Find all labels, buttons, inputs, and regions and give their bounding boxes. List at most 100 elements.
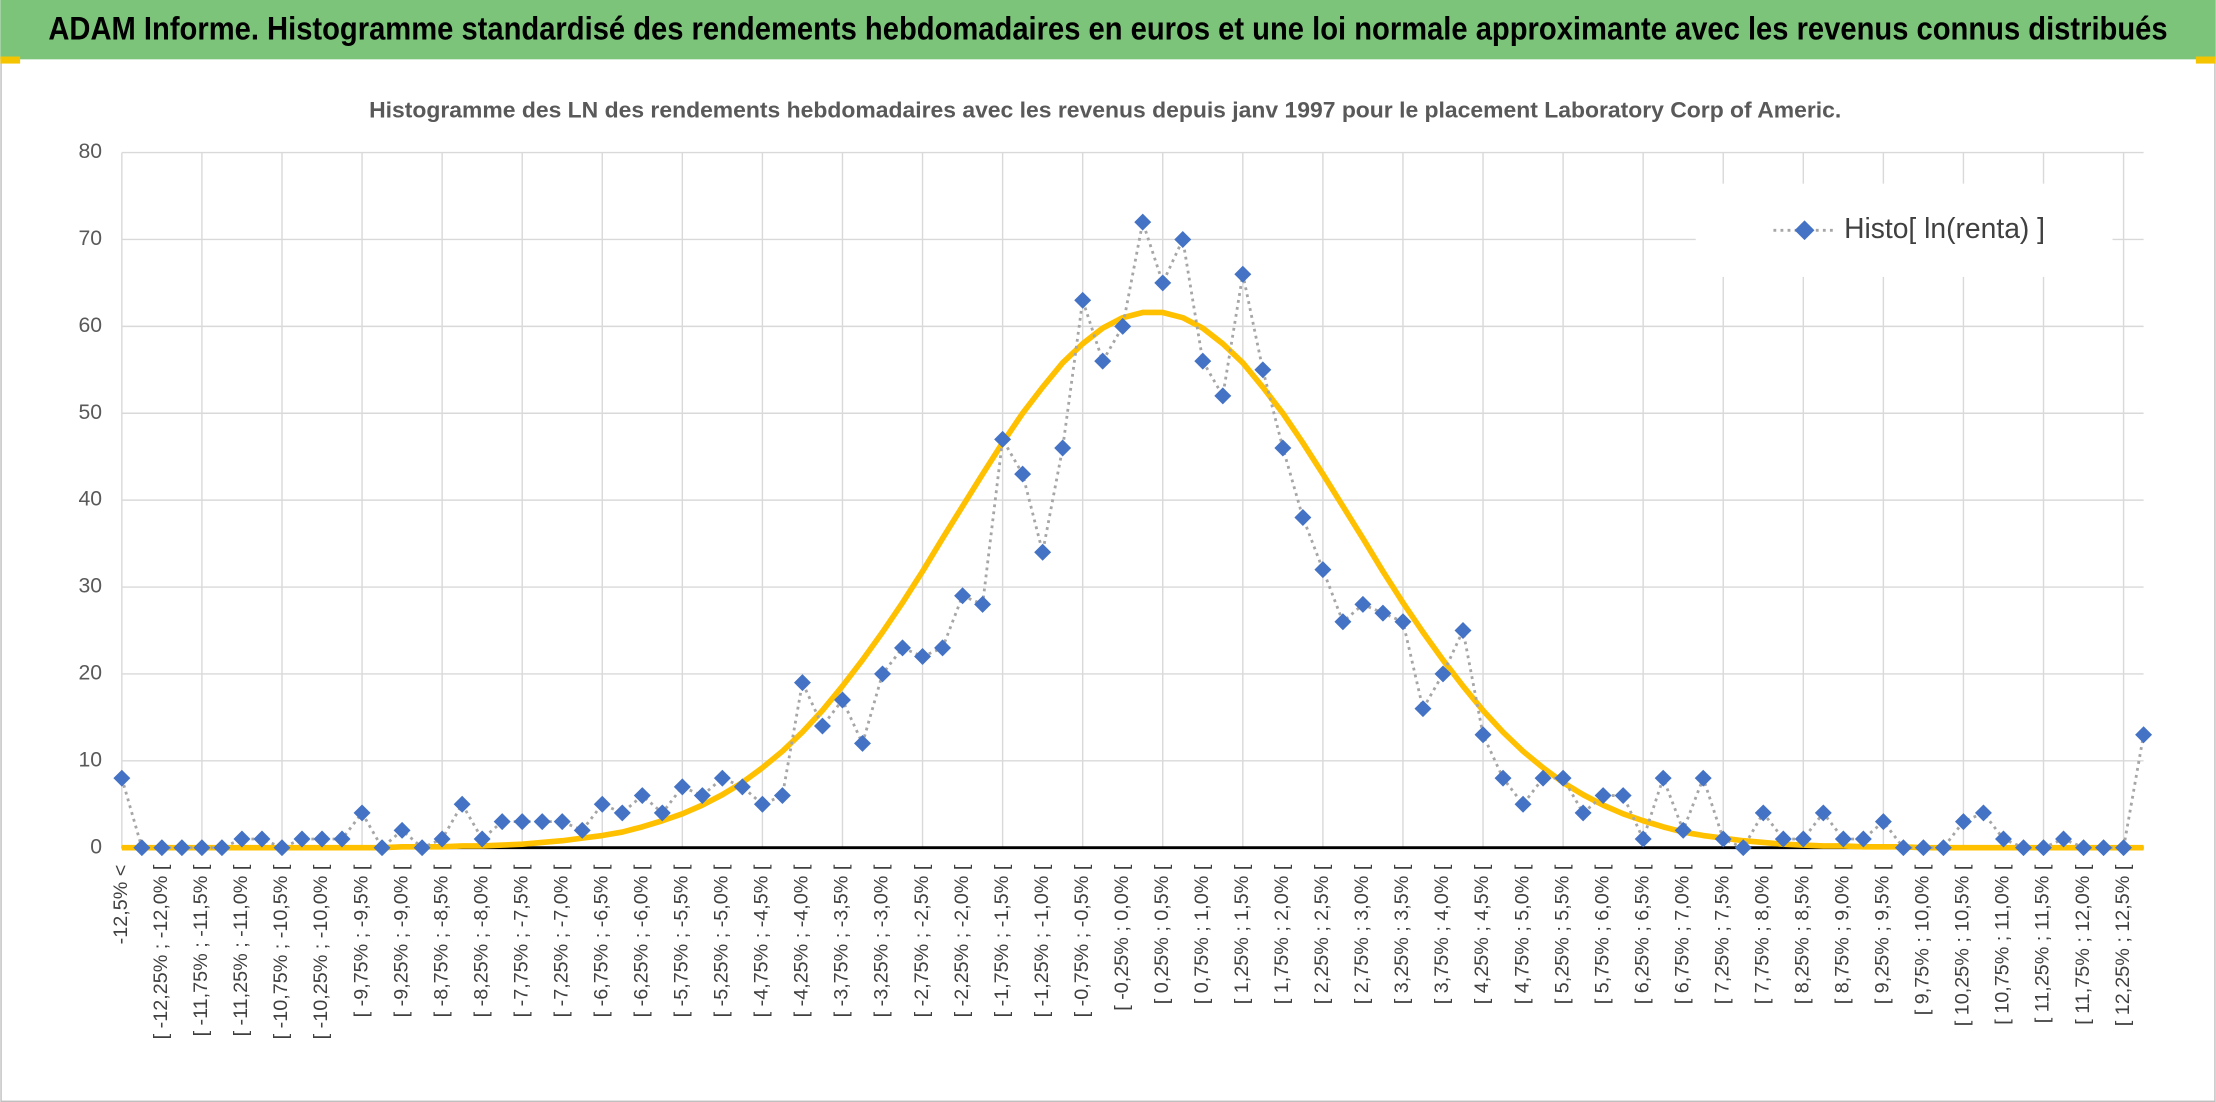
- x-tick-label: [ -5,75% ; -5,5% [: [671, 864, 693, 1017]
- data-marker: [1954, 813, 1972, 831]
- x-tick-label: [ -9,25% ; -9,0% [: [390, 864, 412, 1017]
- data-marker: [1974, 804, 1992, 822]
- data-marker: [1874, 813, 1892, 831]
- x-tick-label: [ -1,75% ; -1,5% [: [991, 864, 1013, 1017]
- data-marker: [453, 795, 471, 813]
- x-tick-label: [ 1,75% ; 2,0% [: [1271, 864, 1293, 1004]
- data-marker: [293, 830, 311, 848]
- data-marker: [2135, 726, 2153, 744]
- data-marker: [974, 595, 992, 613]
- data-marker: [1714, 830, 1732, 848]
- normal-curve: [121, 309, 2144, 851]
- x-tick-label: [ 6,75% ; 7,0% [: [1671, 864, 1693, 1004]
- x-tick-label: [ 2,25% ; 2,5% [: [1311, 864, 1333, 1004]
- x-tick-label: [ 9,75% ; 10,0% [: [1912, 864, 1934, 1015]
- x-tick-label: [ -5,25% ; -5,0% [: [711, 864, 733, 1017]
- data-marker: [1994, 830, 2012, 848]
- data-marker: [553, 813, 571, 831]
- x-tick-label: [ -8,75% ; -8,5% [: [430, 864, 452, 1017]
- data-marker: [994, 430, 1012, 448]
- y-tick-label: 50: [78, 401, 102, 424]
- x-tick-label: [ 10,25% ; 10,5% [: [1952, 864, 1974, 1026]
- data-marker: [1114, 317, 1132, 335]
- data-marker: [1914, 839, 1932, 857]
- x-tick-label: [ -4,25% ; -4,0% [: [791, 864, 813, 1017]
- x-tick-label: [ 2,75% ; 3,0% [: [1351, 864, 1373, 1004]
- data-marker: [213, 839, 231, 857]
- data-marker: [373, 839, 391, 857]
- data-marker: [1854, 830, 1872, 848]
- legend-marker: [1794, 220, 1815, 241]
- data-marker: [1154, 274, 1172, 292]
- data-marker: [653, 804, 671, 822]
- y-tick-label: 10: [78, 748, 102, 771]
- data-marker: [1034, 543, 1052, 561]
- data-marker: [934, 639, 952, 657]
- data-marker: [1934, 839, 1952, 857]
- x-tick-label: [ 0,25% ; 0,5% [: [1151, 864, 1173, 1004]
- data-marker: [173, 839, 191, 857]
- y-tick-label: 70: [78, 227, 102, 250]
- data-marker: [1694, 769, 1712, 787]
- x-tick-label: [ 10,75% ; 11,0% [: [1992, 864, 2014, 1025]
- data-marker: [1554, 769, 1572, 787]
- chart-title: Histogramme des LN des rendements hebdom…: [369, 98, 1841, 123]
- x-tick-label: [ -3,25% ; -3,0% [: [871, 864, 893, 1017]
- data-marker: [393, 821, 411, 839]
- x-tick-label: [ -6,75% ; -6,5% [: [590, 864, 612, 1017]
- x-tick-label: [ -11,75% ; -11,5% [: [190, 864, 212, 1036]
- data-marker: [1674, 821, 1692, 839]
- data-marker: [2055, 830, 2073, 848]
- x-tick-label: [ 0,75% ; 1,0% [: [1191, 864, 1213, 1004]
- corner-accent: [2195, 56, 2216, 64]
- data-marker: [1314, 561, 1332, 579]
- corner-accent: [0, 56, 21, 64]
- data-marker: [473, 830, 491, 848]
- x-tick-label: [ 8,25% ; 8,5% [: [1792, 864, 1814, 1004]
- x-tick-label: [ -1,25% ; -1,0% [: [1031, 864, 1053, 1017]
- data-marker: [113, 769, 131, 787]
- x-tick-label: [ 6,25% ; 6,5% [: [1631, 864, 1653, 1004]
- data-marker: [833, 691, 851, 709]
- y-tick-label: 40: [78, 488, 102, 511]
- data-marker: [573, 821, 591, 839]
- data-marker: [1834, 830, 1852, 848]
- data-marker: [1894, 839, 1912, 857]
- data-marker: [633, 787, 651, 805]
- data-marker: [613, 804, 631, 822]
- data-marker: [1234, 265, 1252, 283]
- data-marker: [1214, 387, 1232, 405]
- data-marker: [773, 787, 791, 805]
- data-marker: [713, 769, 731, 787]
- data-marker: [1254, 361, 1272, 379]
- data-marker: [253, 830, 271, 848]
- x-tick-label: [ -9,75% ; -9,5% [: [350, 864, 372, 1017]
- data-marker: [1334, 613, 1352, 631]
- x-tick-label: [ -7,75% ; -7,5% [: [510, 864, 532, 1017]
- x-tick-label: [ -4,75% ; -4,5% [: [751, 864, 773, 1017]
- data-marker: [2115, 839, 2133, 857]
- data-marker: [2095, 839, 2113, 857]
- legend-label: Histo[ ln(renta) ]: [1844, 212, 2045, 244]
- x-tick-label: [ -0,75% ; -0,5% [: [1071, 864, 1093, 1017]
- data-marker: [693, 787, 711, 805]
- x-tick-label: [ -2,75% ; -2,5% [: [911, 864, 933, 1017]
- x-tick-label: [ 5,75% ; 6,0% [: [1591, 864, 1613, 1004]
- data-marker: [1434, 665, 1452, 683]
- x-tick-label: [ -10,75% ; -10,5% [: [270, 864, 292, 1039]
- data-marker: [854, 734, 871, 752]
- data-marker: [153, 839, 171, 857]
- data-marker: [313, 830, 331, 848]
- y-tick-label: 20: [78, 662, 102, 685]
- x-tick-label: [ 8,75% ; 9,0% [: [1832, 864, 1854, 1004]
- data-marker: [2075, 839, 2093, 857]
- data-marker: [673, 778, 691, 796]
- x-tick-label: [ 11,75% ; 12,0% [: [2072, 864, 2094, 1025]
- data-marker: [1094, 352, 1112, 370]
- data-marker: [1794, 830, 1812, 848]
- data-marker: [2035, 839, 2052, 857]
- data-marker: [1454, 621, 1472, 639]
- x-tick-label: -12,5% <: [110, 865, 132, 945]
- data-marker: [233, 830, 251, 848]
- x-tick-label: [ 7,75% ; 8,0% [: [1751, 864, 1773, 1004]
